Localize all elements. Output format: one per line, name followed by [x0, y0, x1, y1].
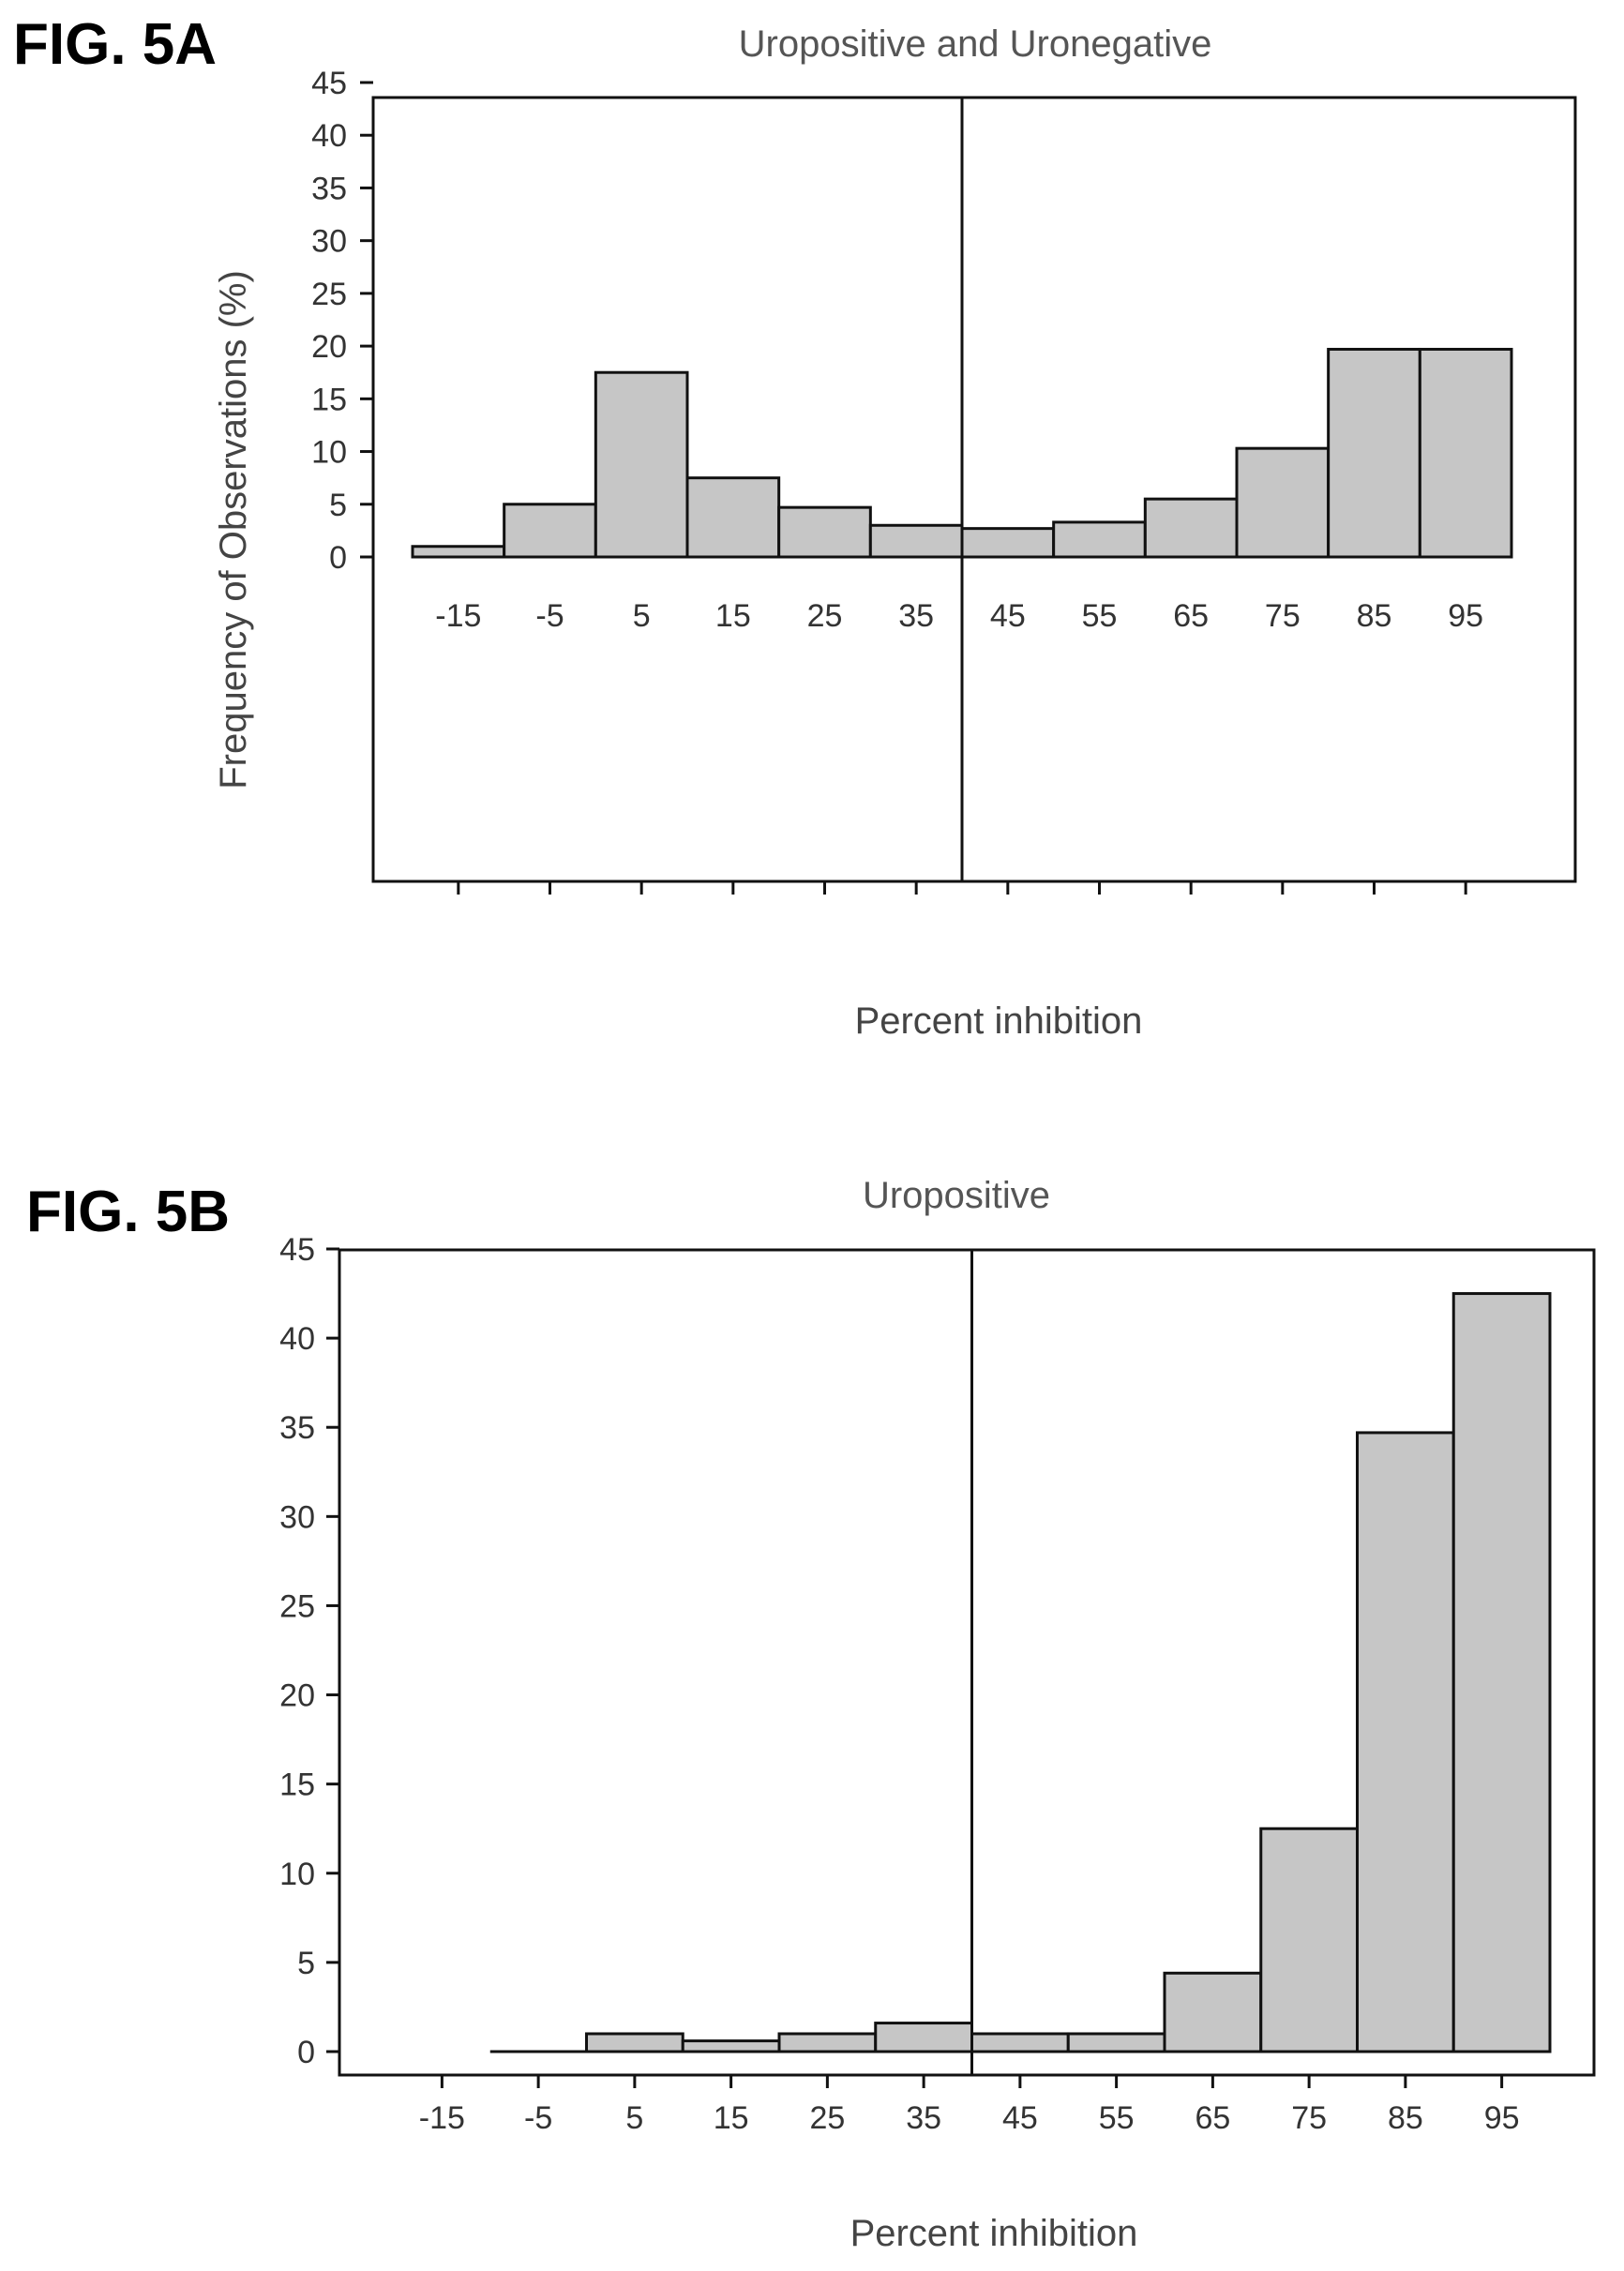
- x-tick-label: -15: [435, 598, 481, 634]
- x-tick-label: 25: [809, 2100, 845, 2136]
- bar: [1418, 347, 1513, 559]
- x-tick-label: 95: [1484, 2100, 1520, 2136]
- x-tick-label: 55: [1082, 598, 1118, 634]
- bar: [681, 2039, 781, 2053]
- y-tick-label: 45: [311, 66, 347, 101]
- y-tick-label: 45: [279, 1232, 315, 1268]
- y-tick-label: 30: [279, 1499, 315, 1535]
- x-tick-label: 45: [1002, 2100, 1038, 2136]
- y-tick-label: 25: [279, 1588, 315, 1624]
- x-tick-label: 5: [633, 598, 651, 634]
- chart-title: Uropositive: [863, 1175, 1050, 1216]
- y-tick-label: 40: [311, 118, 347, 154]
- x-tick-label: 65: [1173, 598, 1209, 634]
- y-tick-label: 35: [311, 171, 347, 206]
- y-axis-title: Frequency of Observations (%): [213, 270, 254, 790]
- x-tick-label: 85: [1357, 598, 1392, 634]
- figure-label: FIG. 5B: [26, 1180, 231, 1244]
- figure-5b: FIG. 5B Uropositive 0 5 10 15 20 25 30 35 40 45 -…: [0, 1120, 1624, 2271]
- y-tick-label: 0: [329, 540, 347, 576]
- x-axis-title: Percent inhibition: [850, 2213, 1138, 2254]
- bar: [1052, 520, 1147, 559]
- x-axis: -15 -5 5 15 25 35 45 55 65 75 85 95: [435, 598, 1483, 895]
- bar: [685, 476, 781, 559]
- bars: [411, 347, 1513, 559]
- figure-5a: FIG. 5A Uropositive and Uronegative 0 5 10…: [0, 0, 1624, 1097]
- bar: [874, 2022, 973, 2053]
- y-tick-label: 20: [311, 329, 347, 365]
- y-tick-label: 40: [279, 1321, 315, 1357]
- x-tick-label: -5: [535, 598, 564, 634]
- y-tick-label: 0: [297, 2035, 315, 2070]
- y-tick-label: 25: [311, 277, 347, 312]
- bar: [585, 2032, 684, 2053]
- x-axis: -15 -5 5 15 25 35 45 55 65 75 85 95: [419, 2075, 1520, 2136]
- y-tick-label: 10: [311, 435, 347, 471]
- x-axis-title: Percent inhibition: [855, 1000, 1143, 1042]
- bar: [777, 2032, 878, 2053]
- y-tick-label: 35: [279, 1410, 315, 1446]
- y-tick-label: 10: [279, 1857, 315, 1892]
- x-tick-label: 95: [1448, 598, 1483, 634]
- x-tick-label: 5: [625, 2100, 643, 2136]
- x-tick-label: 15: [714, 2100, 749, 2136]
- bar: [1259, 1827, 1359, 2053]
- y-axis: 0 5 10 15 20 25 30 35 40 45: [311, 66, 373, 576]
- y-tick-label: 5: [329, 488, 347, 523]
- y-tick-label: 5: [297, 1946, 315, 1981]
- bar: [777, 505, 872, 559]
- y-tick-label: 30: [311, 224, 347, 260]
- bar: [1327, 347, 1421, 559]
- bar: [1143, 497, 1239, 559]
- x-tick-label: 75: [1291, 2100, 1327, 2136]
- bar: [411, 545, 506, 559]
- chart-5a: Uropositive and Uronegative 0 5 10 15 20 25 30…: [213, 23, 1577, 1042]
- x-tick-label: 35: [898, 598, 934, 634]
- bar: [868, 523, 964, 559]
- bars: [489, 1292, 1552, 2053]
- chart-5b: Uropositive 0 5 10 15 20 25 30 35 40 45 -15 -5 5 15 2…: [279, 1175, 1596, 2254]
- y-tick-label: 15: [279, 1767, 315, 1803]
- x-tick-label: 25: [807, 598, 843, 634]
- bar: [503, 503, 597, 559]
- x-tick-label: 55: [1099, 2100, 1135, 2136]
- bar: [1451, 1292, 1552, 2053]
- x-tick-label: 15: [715, 598, 751, 634]
- bar: [1163, 1971, 1263, 2053]
- bar: [594, 370, 689, 559]
- x-tick-label: 35: [906, 2100, 941, 2136]
- y-tick-label: 20: [279, 1678, 315, 1714]
- y-tick-label: 15: [311, 382, 347, 417]
- bar: [1356, 1431, 1455, 2053]
- y-axis: 0 5 10 15 20 25 30 35 40 45: [279, 1232, 339, 2070]
- x-tick-label: 85: [1388, 2100, 1423, 2136]
- x-tick-label: 65: [1195, 2100, 1230, 2136]
- x-tick-label: 75: [1265, 598, 1301, 634]
- bar: [1235, 446, 1331, 559]
- x-tick-label: -5: [524, 2100, 552, 2136]
- x-tick-label: 45: [990, 598, 1026, 634]
- x-tick-label: -15: [419, 2100, 465, 2136]
- chart-title: Uropositive and Uronegative: [739, 23, 1212, 65]
- bar: [970, 2032, 1070, 2053]
- bar: [960, 527, 1056, 559]
- figure-label: FIG. 5A: [13, 12, 218, 77]
- bar: [1066, 2032, 1166, 2053]
